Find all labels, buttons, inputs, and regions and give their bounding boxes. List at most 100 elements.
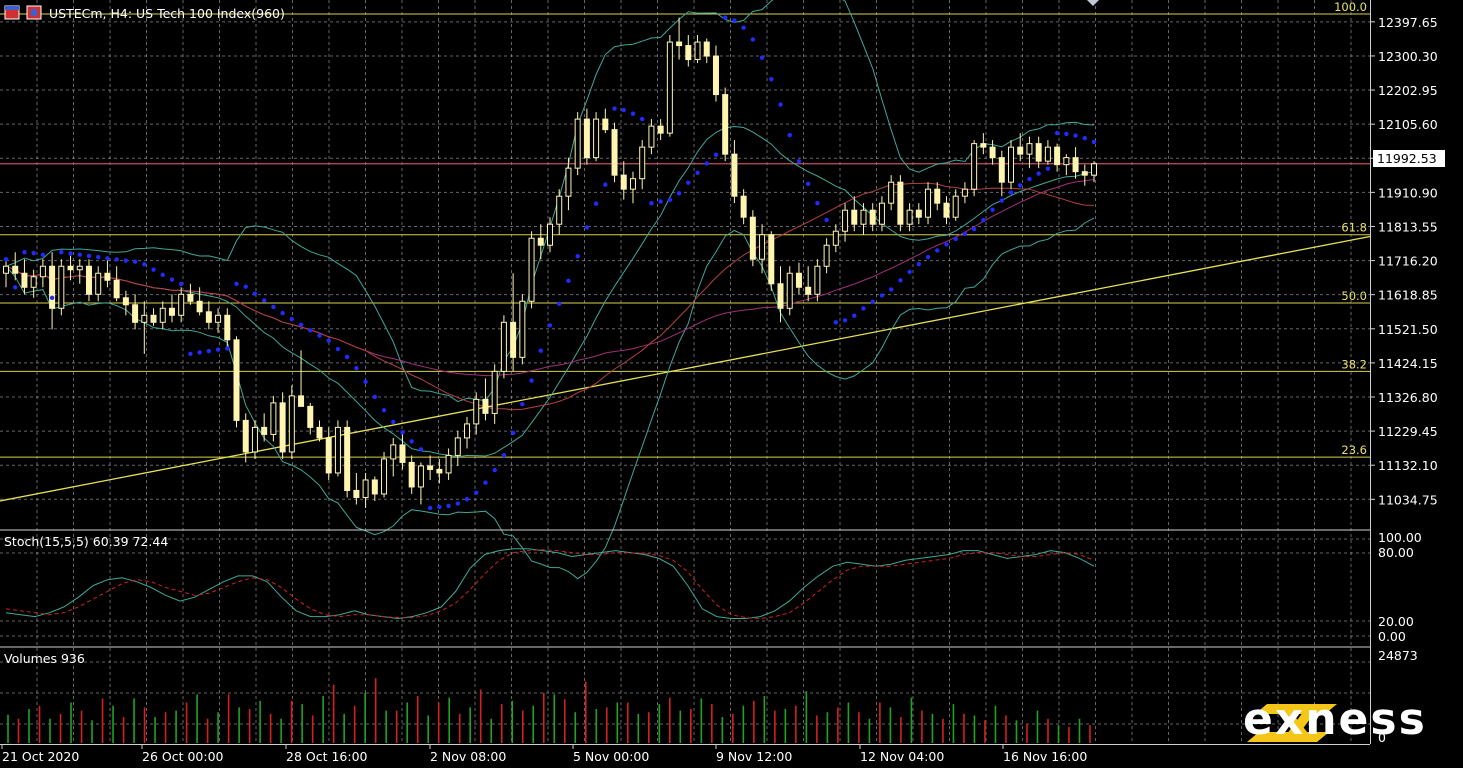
- candle-body: [85, 265, 92, 295]
- sar-dot: [446, 503, 451, 509]
- sar-dot: [31, 250, 36, 256]
- sar-dot: [898, 278, 903, 283]
- shift-marker-icon[interactable]: [1087, 0, 1099, 6]
- sar-dot: [520, 401, 525, 407]
- chart-title: USTECm, H4: US Tech 100 Index(960): [49, 6, 285, 21]
- candle-body: [1035, 143, 1042, 162]
- sar-dot: [492, 467, 497, 473]
- price-label: 12105.60: [1378, 117, 1438, 132]
- candle-body: [132, 304, 139, 323]
- stochastic-level-label: 80.00: [1378, 545, 1414, 560]
- sar-dot: [870, 299, 875, 304]
- candle-body: [49, 265, 56, 309]
- candle-body: [390, 444, 397, 460]
- sar-dot: [372, 394, 378, 400]
- sar-dot: [437, 504, 442, 510]
- sar-dot: [391, 419, 396, 425]
- fib-label: 38.2: [1341, 357, 1367, 371]
- sar-dot: [427, 505, 433, 511]
- sar-dot: [308, 328, 313, 333]
- time-label: 12 Nov 04:00: [860, 749, 944, 764]
- candle-body: [1026, 143, 1033, 155]
- candle-body: [989, 146, 996, 159]
- current-price-label: 11992.53: [1377, 151, 1437, 166]
- candle-body: [205, 311, 212, 323]
- sar-dot: [547, 323, 553, 328]
- sar-dot: [879, 293, 885, 298]
- candle-body: [399, 444, 406, 463]
- fib-label: 50.0: [1341, 289, 1367, 303]
- sar-dot: [418, 447, 424, 452]
- candle-body: [832, 230, 839, 246]
- sar-dot: [750, 37, 756, 42]
- price-label: 11618.85: [1378, 288, 1438, 303]
- sar-dot: [1008, 190, 1014, 195]
- sar-dot: [298, 322, 304, 328]
- sar-dot: [344, 354, 350, 360]
- sar-dot: [1091, 139, 1097, 145]
- trendline: [0, 235, 1371, 502]
- parabolic-sar-dots: [3, 15, 1097, 511]
- candle-body: [694, 41, 701, 61]
- candle-body: [298, 395, 305, 407]
- sar-dot: [842, 318, 848, 323]
- candlestick-series: [3, 17, 1097, 508]
- sar-dot: [206, 348, 212, 354]
- sar-dot: [105, 256, 110, 261]
- chart-icon: [4, 5, 42, 20]
- candle-body: [95, 272, 102, 295]
- sar-dot: [621, 107, 626, 113]
- sar-dot: [234, 281, 239, 286]
- sar-dot: [1036, 171, 1041, 176]
- candle-body: [325, 437, 332, 474]
- candle-body: [39, 265, 46, 278]
- sar-dot: [501, 453, 507, 458]
- candle-body: [703, 41, 710, 57]
- sar-dot: [261, 298, 267, 303]
- volume-panel: [7, 678, 1091, 743]
- price-label: 12202.95: [1378, 83, 1438, 98]
- sar-dot: [1027, 176, 1032, 182]
- grid: [0, 0, 1370, 744]
- price-label: 11716.20: [1378, 254, 1438, 269]
- sar-dot: [925, 254, 931, 260]
- sar-dot: [593, 201, 599, 206]
- sar-dot: [888, 287, 894, 292]
- sar-dot: [916, 261, 922, 267]
- candle-body: [473, 398, 480, 425]
- candle-body: [768, 234, 775, 285]
- sar-dot: [123, 258, 129, 263]
- sar-dot: [510, 430, 516, 436]
- sar-dot: [584, 225, 590, 230]
- sar-dot: [151, 267, 156, 272]
- candle-body: [1072, 157, 1079, 173]
- candle-body: [795, 272, 802, 288]
- candle-body: [851, 209, 858, 225]
- candle-body: [261, 426, 268, 435]
- sar-dot: [944, 242, 949, 247]
- candle-body: [288, 395, 295, 453]
- candle-body: [934, 188, 941, 204]
- candle-body: [381, 458, 388, 495]
- candle-body: [952, 195, 959, 218]
- candle-body: [408, 461, 415, 488]
- candle-body: [1017, 146, 1024, 155]
- fib-label: 61.8: [1341, 221, 1367, 235]
- sar-dot: [861, 306, 866, 311]
- candle-body: [722, 94, 729, 155]
- candle-body: [814, 265, 821, 295]
- price-label: 11521.50: [1378, 322, 1438, 337]
- candle-body: [251, 426, 258, 453]
- time-label: 9 Nov 12:00: [716, 749, 792, 764]
- candle-body: [316, 426, 323, 439]
- volume-max-label: 24873: [1378, 648, 1418, 663]
- candle-body: [224, 314, 231, 341]
- sar-dot: [197, 350, 202, 355]
- sar-dot: [805, 181, 811, 187]
- candle-body: [712, 55, 719, 96]
- candle-body: [362, 479, 369, 498]
- sar-dot: [243, 284, 248, 289]
- candle-body: [925, 188, 932, 218]
- candle-body: [620, 174, 627, 190]
